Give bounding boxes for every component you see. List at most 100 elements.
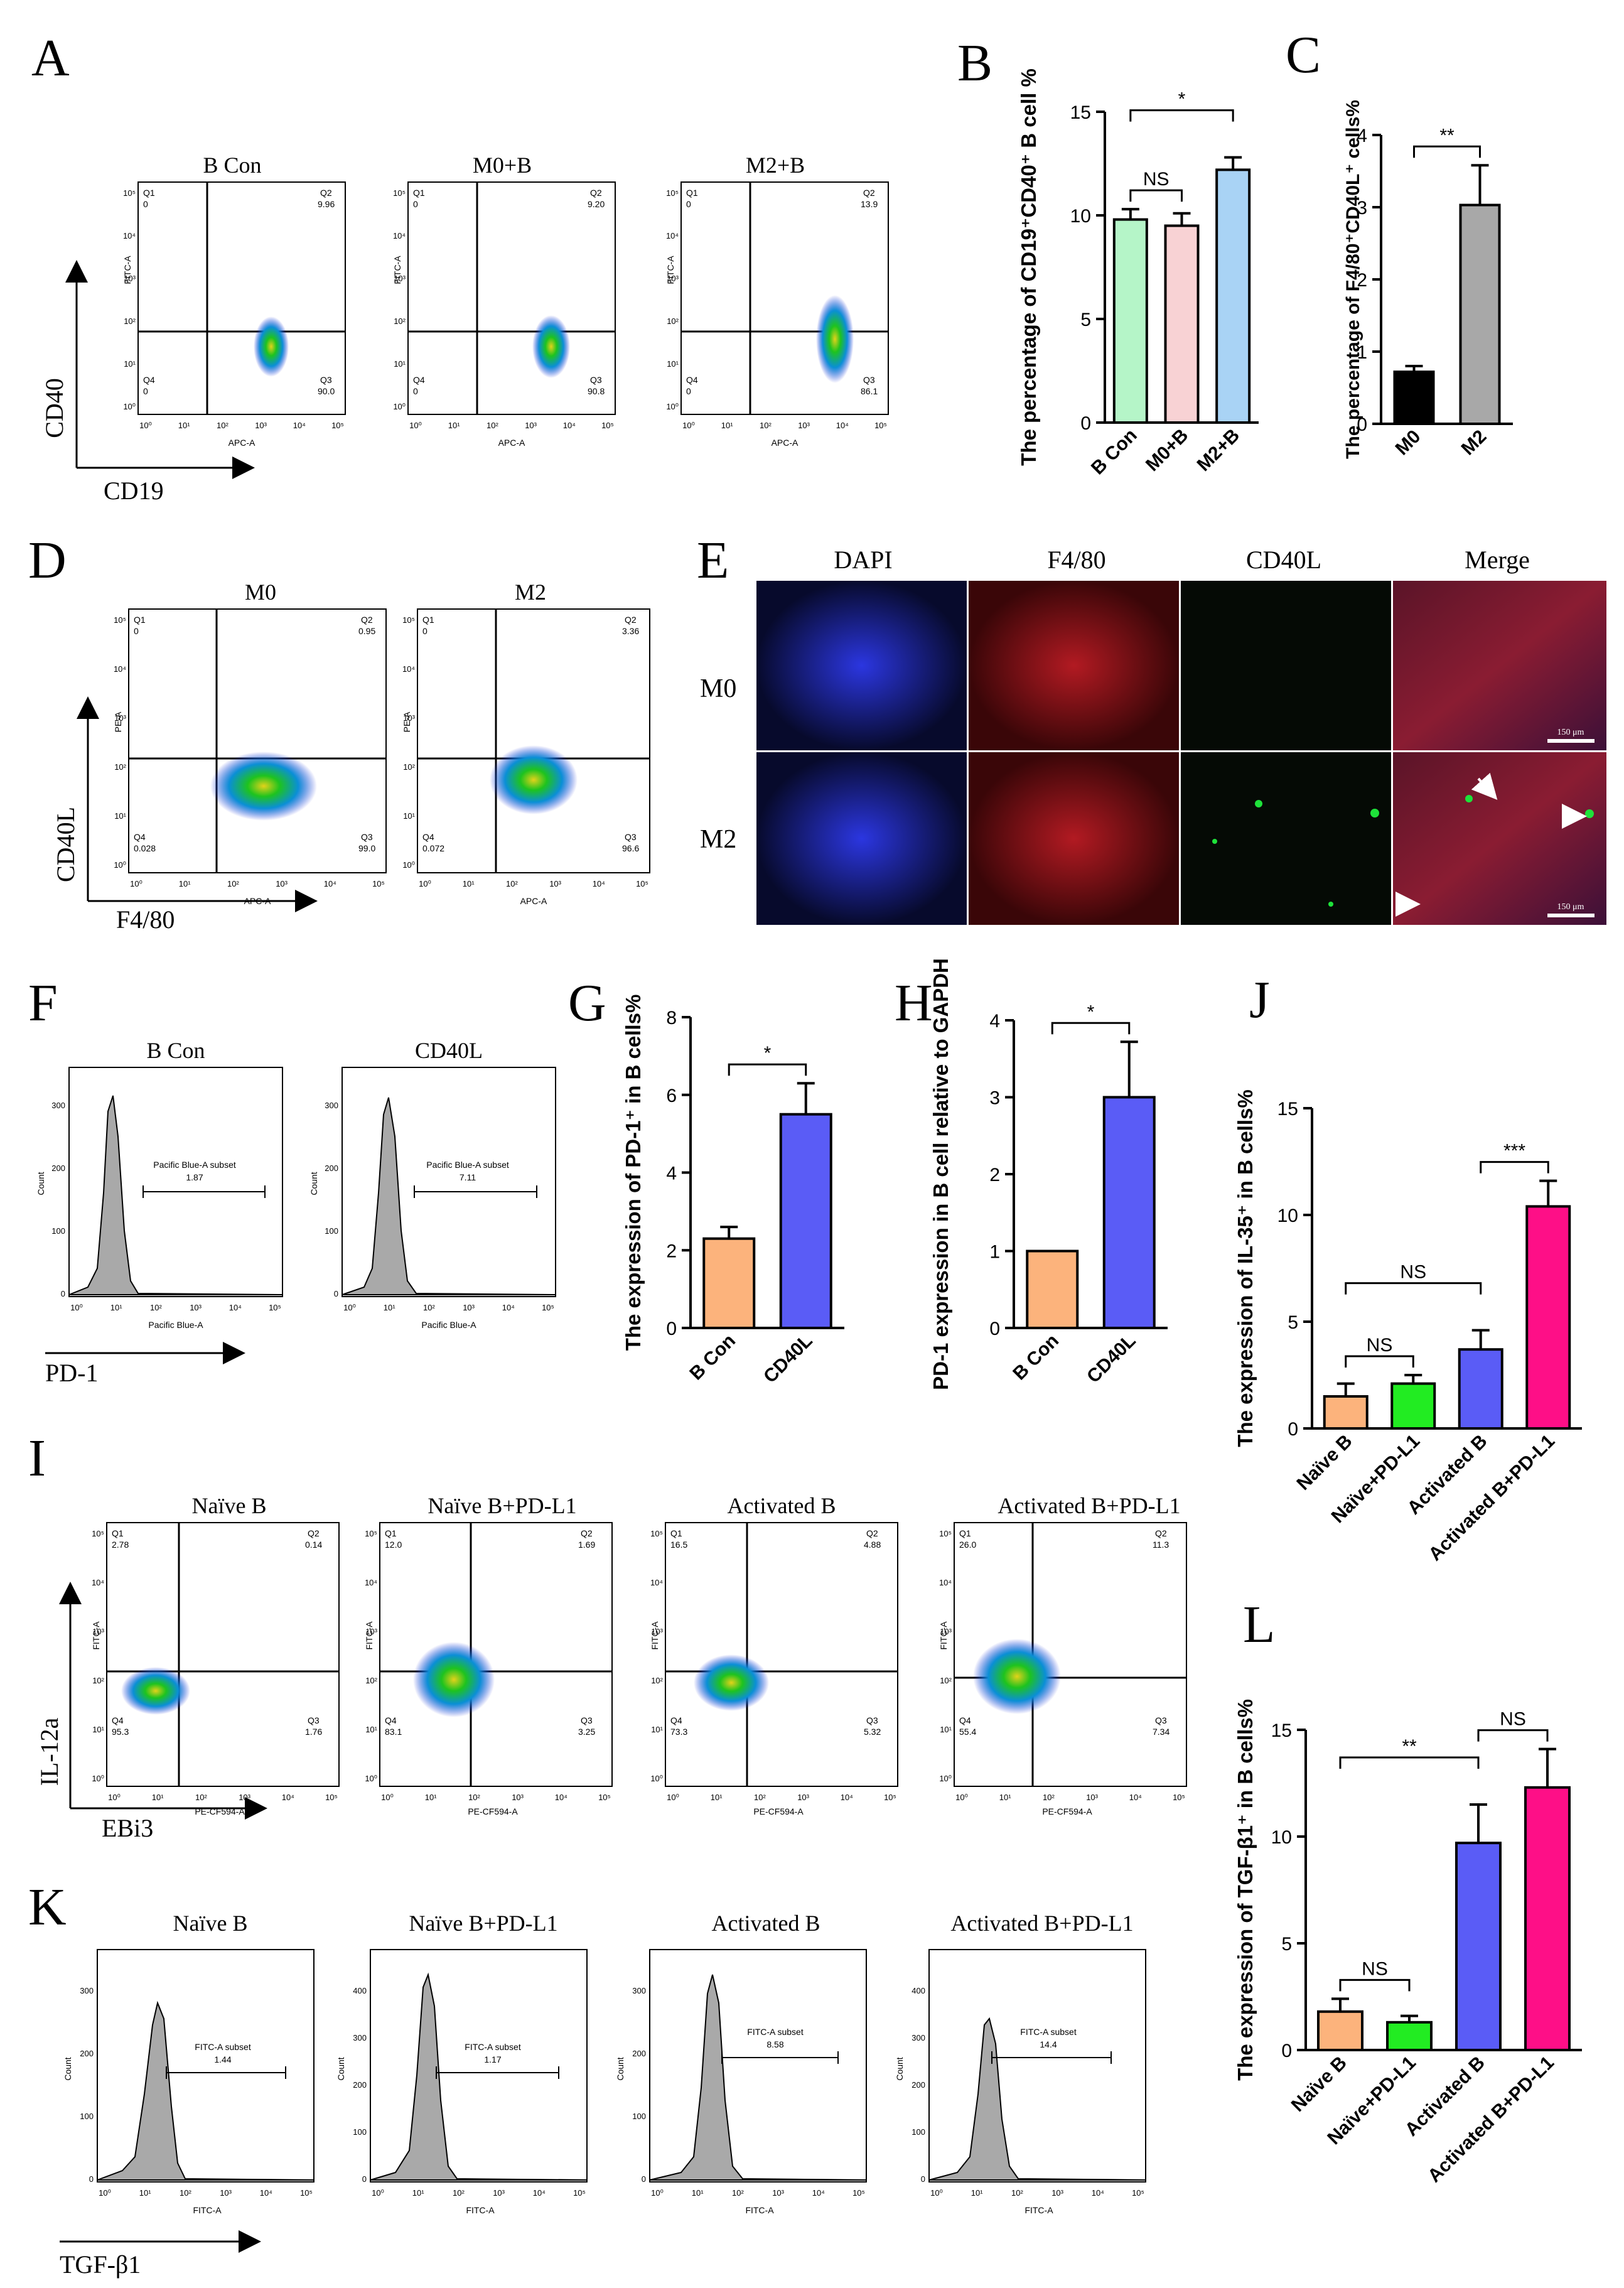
- gate-value-q4: 0: [686, 386, 691, 396]
- significance-label: NS: [1362, 1958, 1388, 1979]
- x-decade-tick: 10⁵: [598, 1793, 611, 1802]
- panel-letter-k: K: [28, 1878, 67, 1936]
- quadrant-labels: Q1 0 Q2 13.9 Q4 0 Q3 86.1: [686, 188, 878, 396]
- y-tick: 200: [51, 1163, 65, 1173]
- bar: [702, 1237, 756, 1329]
- x-decade-tick: 10¹: [412, 2188, 424, 2198]
- y-axis-label: The percentage of CD19⁺CD40⁺ B cell %: [1017, 68, 1040, 466]
- quadrant-labels: Q1 16.5 Q2 4.88 Q4 73.3 Q3 5.32: [670, 1528, 881, 1737]
- histogram-title: Activated B: [712, 1911, 820, 1936]
- y-tick-label: 5: [1288, 1312, 1298, 1333]
- gate-name: FITC-A subset: [1020, 2027, 1077, 2037]
- x-decade-tick: 10²: [453, 2188, 465, 2198]
- x-decade-tick: 10⁰: [930, 2188, 943, 2198]
- y-decade-tick: 10⁵: [365, 1529, 377, 1538]
- flow-plot-ylabel: FITC-A: [938, 1621, 949, 1650]
- panel-letter-e: E: [697, 531, 729, 590]
- gate-label-q3: Q3: [590, 375, 602, 385]
- gate-label-q3: Q3: [1155, 1715, 1167, 1725]
- x-decade-tick: 10²: [1043, 1793, 1055, 1802]
- x-decade-tick: 10³: [239, 1793, 250, 1802]
- y-tick: 0: [362, 2174, 367, 2184]
- panel-letter-c: C: [1286, 26, 1321, 84]
- gate-value-q2: 3.36: [622, 626, 639, 636]
- gate-label-q2: Q2: [866, 1528, 878, 1538]
- flow-plot-i4: Activated B+PD-L1 Q1 26.0 Q2 11.3 Q4 55.…: [938, 1493, 1187, 1816]
- bar: [1455, 1842, 1502, 2051]
- gate-percentage: 1.17: [484, 2054, 501, 2064]
- y-decade-tick: 10⁴: [114, 664, 126, 674]
- y-decade-tick: 10¹: [114, 811, 126, 821]
- y-tick-label: 15: [1271, 1720, 1292, 1741]
- panel-letter-h: H: [895, 974, 933, 1032]
- flow-plot-title: M0: [245, 580, 276, 605]
- significance-label: ***: [1503, 1141, 1525, 1162]
- y-tick: 0: [334, 1289, 338, 1298]
- gate-label-q2: Q2: [1155, 1528, 1167, 1538]
- y-tick: 100: [353, 2127, 367, 2137]
- gate-value-q3: 5.32: [864, 1727, 881, 1737]
- micrograph-m2-dapi: [756, 752, 967, 925]
- gate-value-q2: 13.9: [861, 199, 878, 209]
- bar-chart-h: 0 1 2 3 4 B Con CD40L * PD-1 expression in B cel…: [929, 958, 1168, 1390]
- x-decade-tick: 10⁵: [1173, 1793, 1185, 1802]
- y-decade-tick: 10³: [667, 274, 679, 283]
- bar: [1459, 203, 1501, 425]
- x-decade-tick: 10²: [506, 879, 518, 888]
- histogram-trace: [68, 1095, 283, 1295]
- gate-label-q2: Q2: [308, 1528, 320, 1538]
- significance-bracket: [1339, 1978, 1411, 1992]
- significance-label: NS: [1400, 1262, 1426, 1283]
- y-tick: 200: [325, 1163, 338, 1173]
- x-decade-tick: 10¹: [971, 2188, 983, 2198]
- x-decade-tick: 10²: [150, 1303, 162, 1312]
- y-tick-label: 15: [1277, 1099, 1298, 1120]
- gate-label-q3: Q3: [866, 1715, 878, 1725]
- panel-a: B Con Q1 0 Q2 9.96 Q4 0 Q3 90.0 APC-A FI…: [40, 153, 889, 505]
- y-tick: 100: [80, 2112, 94, 2121]
- y-axis-label: The expression of PD-1⁺ in B cells%: [621, 995, 645, 1351]
- histogram-yticks: 0 100 200 300: [80, 1986, 94, 2184]
- gate-label-q1: Q1: [112, 1528, 124, 1538]
- x-decade-tick: 10⁵: [300, 2188, 313, 2198]
- y-tick-label: 2: [1357, 270, 1367, 291]
- histogram-yticks: 0 100 200 300: [51, 1101, 65, 1298]
- x-decade-tick: 10⁰: [108, 1793, 121, 1802]
- category-label: B Con: [686, 1330, 739, 1384]
- x-decade-tick: 10³: [220, 2188, 232, 2198]
- x-decade-tick: 10⁰: [381, 1793, 394, 1802]
- micrograph-m0-f480: [969, 581, 1179, 750]
- y-decade-tick: 10⁰: [650, 1774, 663, 1783]
- gate-label-q1: Q1: [670, 1528, 682, 1538]
- x-decade-tick: 10¹: [179, 879, 191, 888]
- x-decade-tick: 10²: [227, 879, 239, 888]
- bar: [1323, 1395, 1369, 1430]
- y-decade-tick: 10⁰: [114, 860, 126, 870]
- y-tick-label: 0: [1357, 414, 1367, 435]
- gate-value-q1: 0: [686, 199, 691, 209]
- histogram-yticks: 0 100 200 300 400: [353, 1986, 367, 2184]
- y-decade-tick: 10²: [940, 1676, 952, 1685]
- x-decade-tick: 10⁰: [99, 2188, 111, 2198]
- bar: [1525, 1205, 1571, 1430]
- y-tick: 0: [89, 2174, 94, 2184]
- x-decade-tick: 10⁴: [563, 421, 576, 430]
- gate-value-q3: 99.0: [358, 843, 375, 853]
- histogram-trace: [97, 2000, 315, 2181]
- flow-plot-frame: [407, 181, 616, 415]
- panel-letter-g: G: [568, 974, 606, 1032]
- histogram-k4: Activated B+PD-L1 FITC-A subset 14.4 FIT…: [895, 1911, 1146, 2215]
- gate-value-q1: 0: [413, 199, 418, 209]
- green-cell: [1585, 809, 1594, 818]
- gate-label-q4: Q4: [413, 375, 425, 385]
- gate-name: FITC-A subset: [747, 2027, 804, 2037]
- y-decade-tick: 10²: [92, 1676, 104, 1685]
- flow-plot-ylabel: FITC-A: [364, 1621, 374, 1650]
- x-decade-tick: 10³: [512, 1793, 524, 1802]
- row-label-m0: M0: [700, 674, 736, 703]
- y-decade-tick: 10²: [365, 1676, 377, 1685]
- gate-percentage: 7.11: [460, 1172, 476, 1182]
- y-decade-tick: 10⁴: [393, 231, 406, 240]
- x-decade-tick: 10⁰: [955, 1793, 968, 1802]
- x-decade-tick: 10⁴: [841, 1793, 853, 1802]
